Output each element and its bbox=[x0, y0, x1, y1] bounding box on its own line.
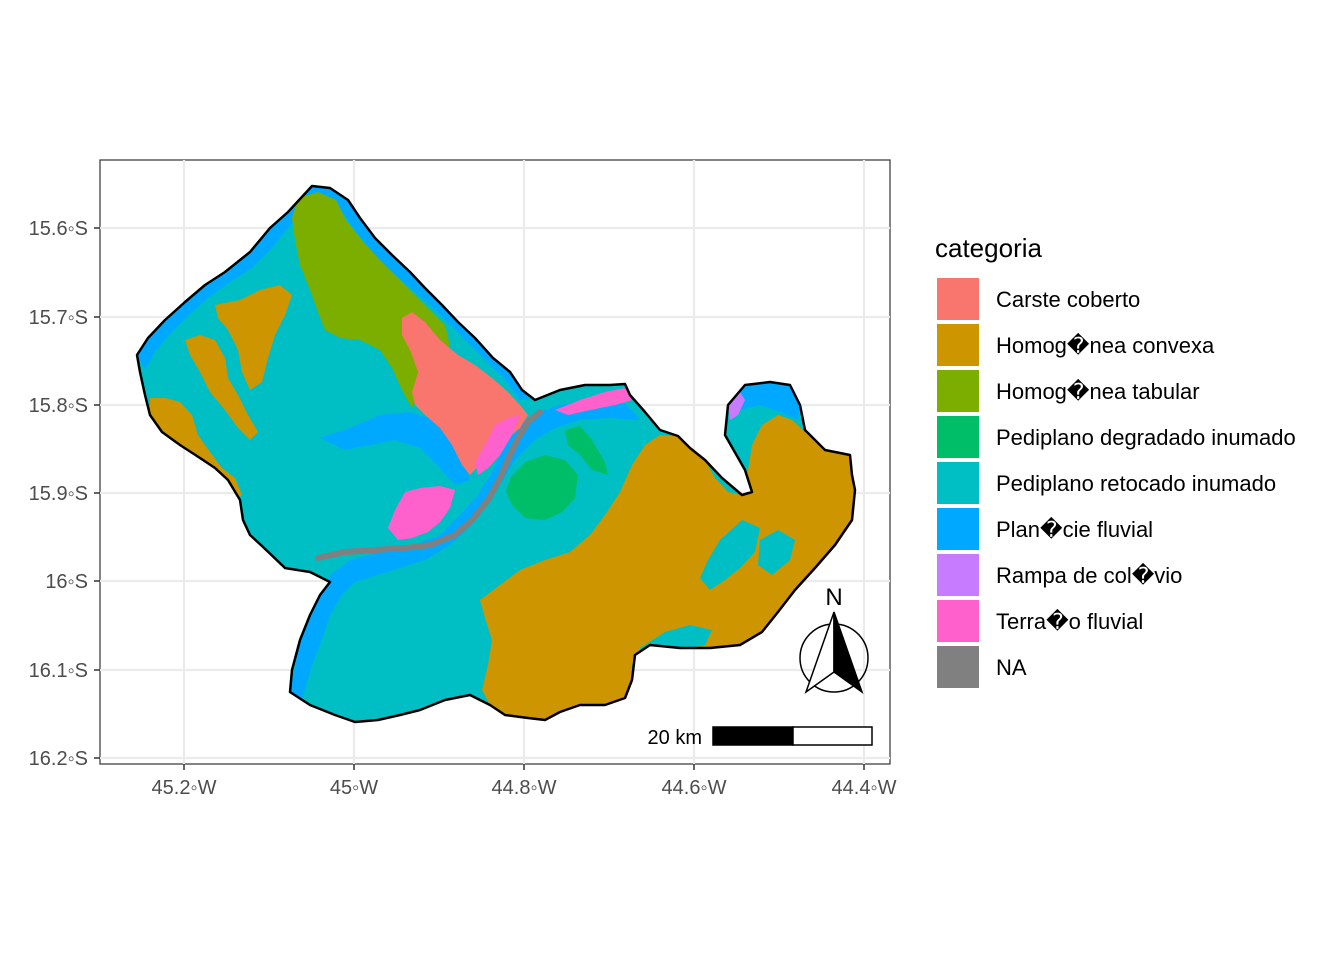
y-tick-label: 15.8◦S bbox=[29, 395, 88, 417]
legend: categoria Carste coberto Homog�nea convex… bbox=[935, 233, 1296, 688]
x-tick-label: 44.4◦W bbox=[832, 777, 897, 799]
legend-label: Plan�cie fluvial bbox=[996, 516, 1153, 542]
y-tick-label: 15.6◦S bbox=[29, 218, 88, 240]
scale-bar-label: 20 km bbox=[648, 727, 702, 749]
legend-label: Homog�nea convexa bbox=[996, 332, 1215, 358]
region-planicie-fluvial-ne bbox=[728, 382, 800, 420]
study-area-outline bbox=[135, 184, 857, 724]
legend-items: Carste coberto Homog�nea convexa Homog�nea… bbox=[937, 278, 1296, 688]
region-rampa-de-coluvio bbox=[728, 392, 745, 420]
legend-label: Terra�o fluvial bbox=[996, 608, 1143, 634]
legend-label: Pediplano retocado inumado bbox=[996, 471, 1276, 496]
region-pediplano-inlet-3 bbox=[758, 530, 795, 575]
legend-key bbox=[937, 416, 979, 458]
legend-key bbox=[937, 370, 979, 412]
legend-key bbox=[937, 554, 979, 596]
region-terraco-fluvial-3 bbox=[555, 388, 632, 415]
y-tick-labels: 15.6◦S 15.7◦S 15.8◦S 15.9◦S 16◦S 16.1◦S … bbox=[29, 218, 88, 770]
region-terraco-fluvial-1 bbox=[388, 486, 455, 540]
y-tick-label: 16.1◦S bbox=[29, 660, 88, 682]
legend-key bbox=[937, 324, 979, 366]
region-homogenea-convexa-w3 bbox=[215, 285, 292, 390]
x-tick-label: 45.2◦W bbox=[152, 777, 217, 799]
legend-key bbox=[937, 508, 979, 550]
region-pediplano-inlet-1 bbox=[700, 520, 760, 590]
legend-label: NA bbox=[996, 655, 1027, 680]
scale-bar-black-segment bbox=[712, 726, 794, 746]
region-planicie-fluvial-tributary bbox=[320, 412, 470, 485]
region-pediplano-degradado-2 bbox=[565, 426, 608, 475]
region-terraco-fluvial-2 bbox=[475, 415, 520, 475]
north-arrow-right-half bbox=[833, 611, 864, 694]
legend-label: Rampa de col�vio bbox=[996, 562, 1182, 588]
legend-key bbox=[937, 278, 979, 320]
scale-bar: 20 km bbox=[648, 726, 873, 749]
legend-title: categoria bbox=[935, 233, 1042, 263]
x-tick-label: 44.6◦W bbox=[662, 777, 727, 799]
y-axis bbox=[94, 227, 100, 759]
legend-label: Pediplano degradado inumado bbox=[996, 425, 1296, 450]
legend-key bbox=[937, 646, 979, 688]
river-line bbox=[315, 409, 543, 561]
scale-bar-white-segment bbox=[792, 726, 873, 746]
y-tick-label: 15.7◦S bbox=[29, 307, 88, 329]
y-tick-label: 16◦S bbox=[45, 571, 88, 593]
north-arrow-label: N bbox=[825, 584, 842, 611]
north-arrow: N bbox=[799, 584, 869, 694]
legend-label: Carste coberto bbox=[996, 287, 1140, 312]
x-tick-labels: 45.2◦W 45◦W 44.8◦W 44.6◦W 44.4◦W bbox=[152, 777, 897, 799]
region-homogenea-tabular bbox=[292, 192, 450, 408]
legend-key bbox=[937, 462, 979, 504]
region-homogenea-convexa-se bbox=[480, 415, 855, 720]
legend-key bbox=[937, 600, 979, 642]
legend-label: Homog�nea tabular bbox=[996, 378, 1200, 404]
y-tick-label: 15.9◦S bbox=[29, 483, 88, 505]
x-axis bbox=[183, 764, 865, 770]
region-homogenea-convexa-w2 bbox=[185, 335, 258, 440]
x-tick-label: 45◦W bbox=[330, 777, 378, 799]
region-pediplano-degradado-1 bbox=[506, 455, 578, 520]
y-tick-label: 16.2◦S bbox=[29, 748, 88, 770]
x-tick-label: 44.8◦W bbox=[492, 777, 557, 799]
